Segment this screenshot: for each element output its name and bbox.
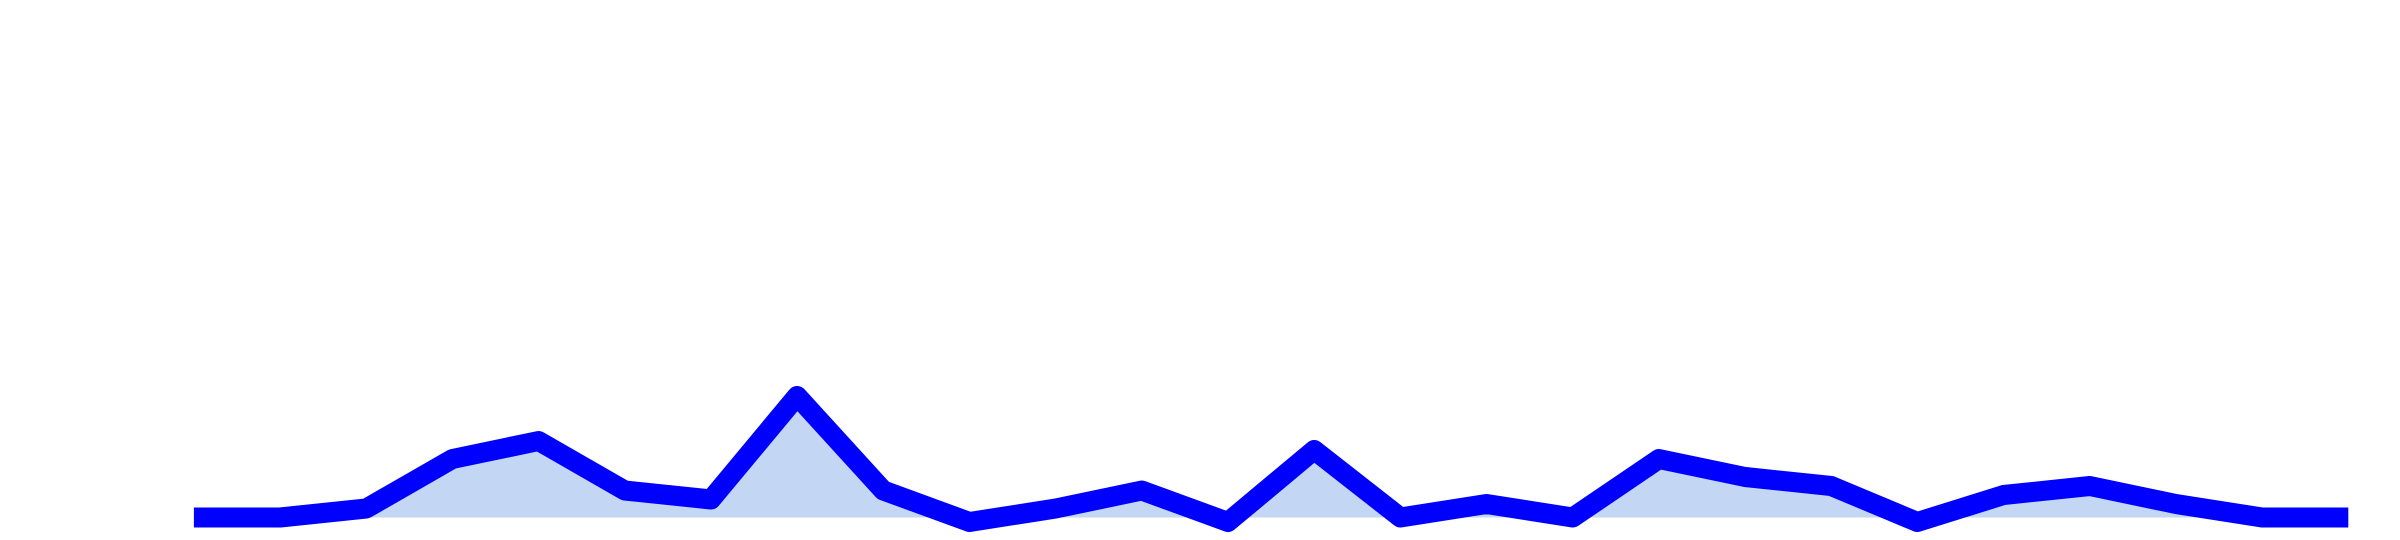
data-point [1311,447,1317,453]
data-point [1139,488,1145,494]
data-point [2345,515,2351,521]
data-point [363,506,369,512]
data-point [2087,483,2093,489]
data-point [449,456,455,462]
line-layer [191,386,2351,532]
data-point [967,519,973,525]
data-point [1225,519,1231,525]
data-point [2259,515,2265,521]
data-point [1742,474,1748,480]
data-point [794,393,800,399]
data-point [277,515,283,521]
data-point [1570,515,1576,521]
data-point [536,438,542,444]
data-point [1828,483,1834,489]
data-point [1397,515,1403,521]
data-point [622,488,628,494]
data-point [1484,501,1490,507]
data-point [1656,456,1662,462]
data-point [1914,519,1920,525]
series-0-line [193,386,2349,532]
data-point [2001,492,2007,498]
data-point [1053,506,1059,512]
data-point [191,515,197,521]
data-point [708,497,714,503]
data-point [2173,501,2179,507]
data-point [880,488,886,494]
